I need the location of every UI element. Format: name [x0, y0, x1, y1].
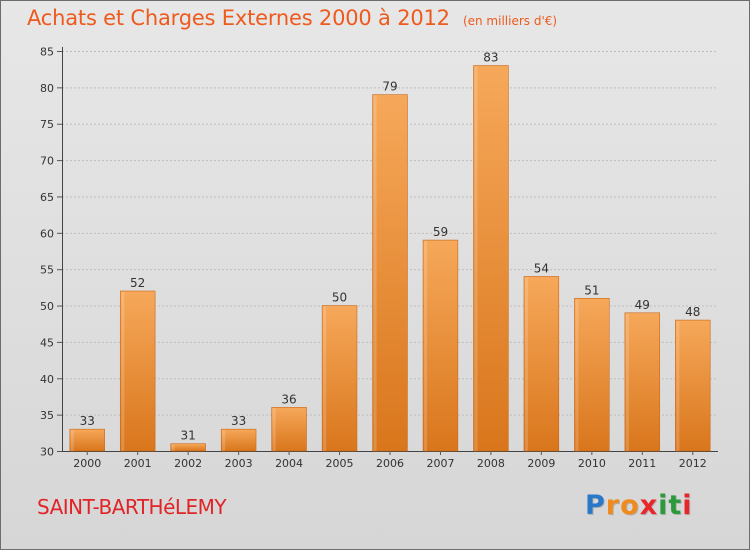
- logo-letter: o: [620, 490, 640, 521]
- logo-letter: i: [658, 490, 669, 521]
- logo-letter: r: [605, 490, 621, 521]
- y-tick-label: 40: [40, 373, 54, 386]
- x-tick-label: 2009: [527, 457, 555, 470]
- x-tick-label: 2005: [326, 457, 354, 470]
- bar-highlight: [171, 444, 175, 451]
- y-tick-label: 55: [40, 264, 54, 277]
- chart-title-unit: (en milliers d'€): [462, 14, 558, 28]
- bar-highlight: [272, 408, 276, 451]
- bar-highlight: [424, 241, 428, 451]
- x-tick-label: 2002: [174, 457, 202, 470]
- proxiti-logo: Proxiti: [585, 490, 693, 521]
- bar-2000: [69, 428, 105, 452]
- bar-2009: [523, 276, 560, 452]
- bar-2004: [271, 407, 307, 452]
- data-labels: 33 52 31 33 36 50 79 59 83 54 51 49 48: [80, 51, 701, 443]
- y-tick-label: 50: [40, 300, 54, 313]
- bar-2002: [170, 443, 206, 452]
- chart-title-main: Achats et Charges Externes 2000 à 2012: [27, 6, 450, 30]
- x-tick-label: 2012: [679, 457, 707, 470]
- bar-highlight: [121, 292, 125, 451]
- x-tick-label: 2004: [275, 457, 303, 470]
- y-tick-label: 45: [40, 336, 54, 349]
- data-label: 79: [382, 80, 397, 94]
- x-tick-label: 2003: [225, 457, 253, 470]
- y-tick-label: 75: [40, 118, 54, 131]
- data-label: 33: [80, 414, 95, 428]
- y-tick-label: 85: [40, 46, 54, 59]
- y-tick-label: 70: [40, 155, 54, 168]
- logo-letter: t: [668, 490, 683, 521]
- location-name: SAINT-BARTHéLEMY: [37, 495, 227, 519]
- bar-highlight: [676, 321, 680, 451]
- bar-2012: [675, 319, 711, 452]
- data-label: 54: [534, 261, 549, 275]
- bar-highlight: [625, 313, 629, 451]
- bar-2006: [372, 94, 408, 452]
- bar-highlight: [323, 306, 327, 451]
- data-label: 31: [181, 429, 196, 443]
- bar-2003: [220, 428, 257, 452]
- logo-letter: i: [682, 490, 693, 521]
- data-label: 52: [130, 276, 145, 290]
- bar-2008: [473, 65, 509, 452]
- axes: 30 35 40 45 50 55 60 65 70 75 80 85 2000 2001 2002 2003…: [40, 46, 718, 470]
- bar-2007: [422, 239, 459, 452]
- x-tick-label: 2006: [376, 457, 404, 470]
- chart-title: Achats et Charges Externes 2000 à 2012 (…: [27, 6, 557, 30]
- bar-2010: [574, 297, 610, 452]
- y-tick-label: 80: [40, 82, 54, 95]
- bar-2001: [119, 290, 156, 452]
- data-label: 51: [584, 283, 599, 297]
- x-tick-label: 2008: [477, 457, 505, 470]
- y-tick-label: 65: [40, 191, 54, 204]
- data-label: 48: [685, 305, 700, 319]
- y-tick-label: 60: [40, 227, 54, 240]
- data-label: 33: [231, 414, 246, 428]
- data-label: 83: [483, 51, 498, 65]
- bar-highlight: [474, 66, 478, 451]
- bar-2005: [321, 305, 358, 452]
- bars: [69, 65, 711, 452]
- bar-highlight: [70, 430, 74, 451]
- data-label: 36: [281, 392, 296, 406]
- bar-highlight: [575, 299, 579, 451]
- bar-highlight: [373, 95, 377, 452]
- x-tick-label: 2001: [124, 457, 152, 470]
- data-label: 49: [635, 298, 650, 312]
- y-tick-label: 30: [40, 446, 54, 459]
- y-tick-label: 35: [40, 409, 54, 422]
- bar-highlight: [222, 430, 226, 451]
- bar-2011: [624, 312, 661, 452]
- bar-highlight: [524, 277, 528, 451]
- x-tick-label: 2010: [578, 457, 606, 470]
- logo-letter: P: [585, 490, 606, 521]
- data-label: 59: [433, 225, 448, 239]
- x-tick-label: 2011: [628, 457, 656, 470]
- x-tick-label: 2007: [426, 457, 454, 470]
- logo-letter: x: [639, 490, 659, 521]
- data-label: 50: [332, 291, 347, 305]
- x-tick-label: 2000: [73, 457, 101, 470]
